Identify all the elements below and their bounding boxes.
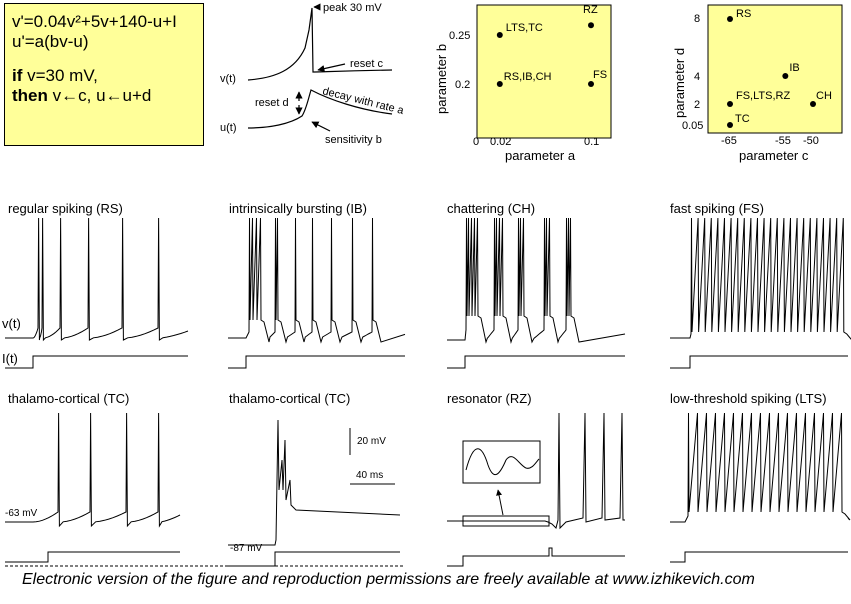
cd-ytick-0: 0.05	[682, 120, 703, 132]
title-ib: intrinsically bursting (IB)	[229, 201, 367, 216]
peak-label: peak 30 mV	[323, 2, 382, 14]
if-keyword: if	[12, 66, 23, 85]
schematic-u-label: u(t)	[220, 122, 237, 134]
cd-ytick-2: 4	[694, 71, 700, 83]
sensitivity-label: sensitivity b	[325, 134, 382, 146]
action-text: v←c, u←u+d	[52, 86, 152, 105]
current-ib	[228, 355, 405, 369]
tc2-rest-label: -87 mV	[230, 543, 263, 554]
cd-ytick-3: 8	[694, 13, 700, 25]
current-tc1	[5, 551, 180, 563]
cd-xtick-0: -65	[721, 135, 737, 147]
then-keyword: then	[12, 86, 48, 105]
current-rz	[447, 547, 625, 567]
ab-ylabel: parameter b	[434, 44, 449, 114]
reset-c-arrow	[317, 63, 346, 73]
trace-tc2	[228, 419, 401, 546]
title-rs: regular spiking (RS)	[8, 201, 123, 216]
title-fs: fast spiking (FS)	[670, 201, 764, 216]
ab-xtick-2: 0.1	[584, 136, 599, 148]
cd-point-4	[727, 122, 733, 128]
equations-box: v'=0.04v²+5v+140-u+I u'=a(bv-u) if v=30 …	[4, 3, 204, 146]
cd-point-1	[782, 73, 789, 79]
ab-point-1	[496, 81, 503, 87]
current-tc2	[228, 551, 400, 567]
scale-ms-label: 40 ms	[356, 470, 383, 481]
equation-u: u'=a(bv-u)	[12, 32, 89, 51]
cd-xtick-1: -55	[775, 135, 791, 147]
schematic-u-trace	[247, 89, 393, 129]
current-rs	[5, 355, 188, 369]
rz-inset-box	[462, 440, 541, 484]
current-ch	[447, 355, 625, 369]
ab-xtick-1: 0.02	[490, 136, 511, 148]
trace-rz	[447, 412, 625, 530]
ab-xtick-0: 0	[473, 136, 479, 148]
cd-point-0	[727, 16, 733, 22]
tc1-rest-label: -63 mV	[5, 508, 38, 519]
trace-tc1	[5, 412, 181, 528]
cd-point-label-4: TC	[735, 113, 750, 125]
cd-point-2	[810, 101, 816, 107]
ab-point-3	[588, 81, 594, 87]
plot-ab: LTS,TC RS,IB,CH RZ FS 0 0.02 0.1 0.2 0.25 p…	[434, 4, 612, 163]
cd-point-label-3: FS,LTS,RZ	[736, 90, 790, 102]
ab-point-label-1: RS,IB,CH	[504, 71, 552, 83]
ab-ytick-0: 0.2	[455, 79, 470, 91]
ab-point-2	[588, 22, 594, 29]
schematic	[247, 3, 393, 132]
trace-fs	[670, 217, 851, 340]
cd-xtick-2: -50	[803, 135, 819, 147]
decay-label: decay with rate a	[321, 85, 405, 117]
current-lts	[670, 551, 848, 563]
trace-ib	[228, 217, 406, 344]
plot-cd: RS IB CH FS,LTS,RZ TC -65 -55 -50 0.05 2 4 8…	[672, 4, 843, 163]
ab-point-0	[496, 32, 503, 38]
cd-point-label-2: CH	[816, 90, 832, 102]
schematic-v-trace	[247, 7, 393, 81]
equation-v: v'=0.04v²+5v+140-u+I	[12, 12, 177, 31]
footer-note: Electronic version of the figure and rep…	[22, 571, 755, 588]
ab-point-label-2: RZ	[583, 4, 598, 16]
rz-inset-trace	[465, 448, 540, 476]
title-ch: chattering (CH)	[447, 201, 535, 216]
cd-ytick-1: 2	[694, 99, 700, 111]
rz-zoom-arrow	[496, 489, 504, 516]
trace-v-label: v(t)	[2, 316, 21, 331]
cd-point-3	[727, 101, 733, 107]
reset-condition: if v=30 mV,	[12, 66, 203, 86]
trace-i-label: I(t)	[2, 351, 18, 366]
cd-xlabel: parameter c	[739, 148, 809, 163]
cd-point-label-1: IB	[789, 62, 799, 74]
sensitivity-arrow	[311, 121, 331, 132]
condition-text: v=30 mV,	[27, 66, 98, 85]
trace-rs	[5, 217, 189, 342]
ab-point-label-3: FS	[593, 69, 607, 81]
title-tc1: thalamo-cortical (TC)	[8, 391, 129, 406]
ab-xlabel: parameter a	[505, 148, 576, 163]
current-fs	[670, 355, 848, 369]
reset-d-label: reset d	[255, 97, 289, 109]
title-lts: low-threshold spiking (LTS)	[670, 391, 827, 406]
reset-c-label: reset c	[350, 58, 384, 70]
trace-lts	[670, 412, 851, 523]
ab-ytick-1: 0.25	[449, 30, 470, 42]
scale-mv-label: 20 mV	[357, 436, 386, 447]
ab-point-label-0: LTS,TC	[506, 22, 543, 34]
title-rz: resonator (RZ)	[447, 391, 532, 406]
cd-ylabel: parameter d	[672, 48, 687, 118]
schematic-v-label: v(t)	[220, 73, 236, 85]
cd-point-label-0: RS	[736, 8, 751, 20]
reset-action: then v←c, u←u+d	[12, 86, 203, 106]
trace-ch	[447, 217, 626, 344]
title-tc2: thalamo-cortical (TC)	[229, 391, 350, 406]
